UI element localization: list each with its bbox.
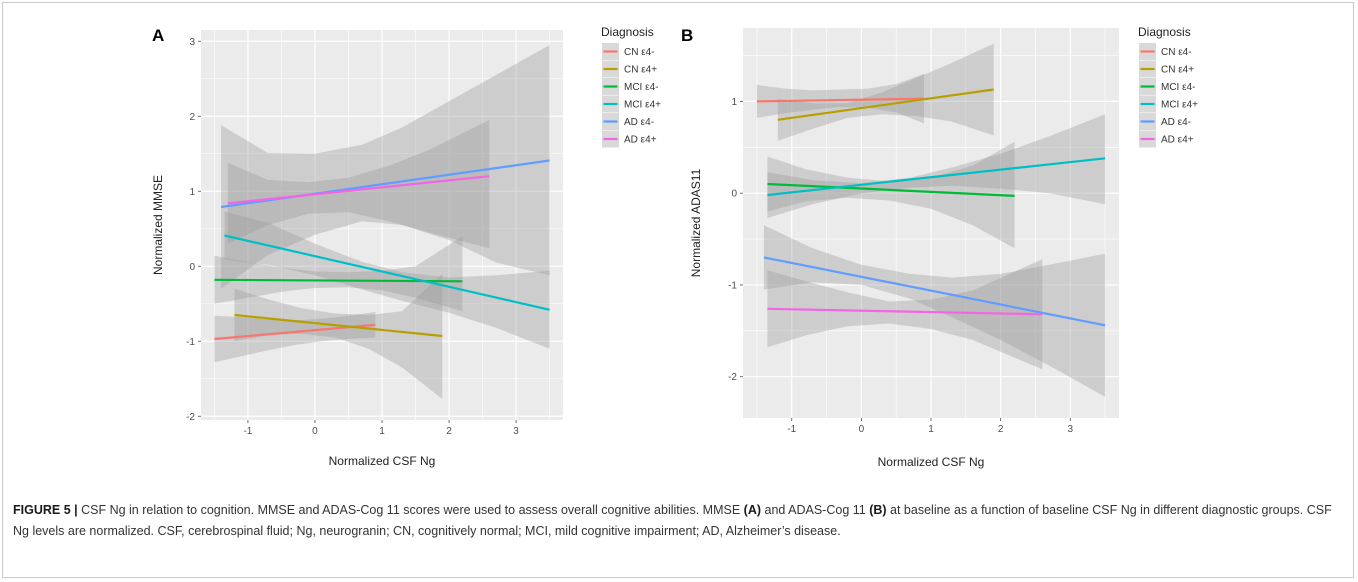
y-tick-label: -1 — [728, 280, 737, 291]
x-tick-label: 0 — [859, 424, 865, 435]
confidence-band — [763, 225, 1106, 397]
x-tick-label: 2 — [998, 424, 1004, 435]
confidence-band — [767, 114, 1106, 218]
y-tick-label: -2 — [728, 372, 737, 383]
legend-title: Diagnosis — [601, 25, 654, 39]
regression-line — [234, 313, 443, 338]
x-tick-label: 3 — [513, 426, 519, 437]
x-tick-label: 1 — [379, 426, 385, 437]
legend-label: AD ε4+ — [1161, 135, 1194, 146]
legend-label: AD ε4+ — [624, 135, 657, 146]
legend-label: CN ε4- — [624, 47, 655, 58]
legend-label: AD ε4- — [624, 117, 654, 128]
y-tick-label: 2 — [189, 112, 195, 123]
confidence-band — [767, 141, 1015, 249]
y-axis-title: Normalized ADAS11 — [689, 168, 703, 277]
x-axis-title: Normalized CSF Ng — [329, 454, 436, 468]
confidence-band — [214, 236, 463, 312]
panel-b: -1 0 1 2 3 -2 -1 0 1 B Normalized CSF Ng Normalized… — [681, 25, 1198, 469]
caption-text-2: and ADAS-Cog 11 — [761, 503, 870, 517]
panel-a-legend: Diagnosis CN ε4- CN ε4+ MCI ε4- MCI ε4+ AD ε4… — [601, 25, 661, 148]
legend-label: MCI ε4+ — [1161, 100, 1198, 111]
y-axis-title: Normalized MMSE — [151, 175, 165, 275]
panel-a: -1 0 1 2 3 -2 -1 0 1 2 3 A Normalized CSF Ng Normaliz… — [151, 25, 661, 468]
regression-line — [756, 97, 925, 103]
confidence-band — [767, 259, 1043, 370]
panel-a-plot-area — [214, 45, 550, 399]
legend-label: AD ε4- — [1161, 117, 1191, 128]
legend-label: MCI ε4- — [624, 82, 658, 93]
caption-text-3: at baseline as a function of baseline CS… — [13, 503, 1332, 538]
x-axis-title: Normalized CSF Ng — [878, 455, 985, 469]
figure-charts: -1 0 1 2 3 -2 -1 0 1 2 3 A Normalized CSF Ng Normaliz… — [151, 25, 1198, 469]
x-tick-label: -1 — [787, 424, 796, 435]
legend-label: MCI ε4- — [1161, 82, 1195, 93]
legend-label: CN ε4- — [1161, 47, 1192, 58]
y-tick-label: 0 — [189, 262, 195, 273]
regression-line — [767, 157, 1106, 197]
panel-label: B — [681, 26, 693, 45]
confidence-band — [221, 45, 550, 289]
confidence-band — [777, 43, 994, 141]
y-tick-label: -2 — [186, 412, 195, 423]
figure-caption-label: FIGURE 5 | — [13, 503, 78, 517]
y-tick-label: 1 — [189, 187, 195, 198]
panel-b-plot-area — [756, 43, 1106, 397]
confidence-band — [227, 120, 490, 249]
x-tick-label: 1 — [928, 424, 934, 435]
regression-line — [227, 175, 490, 205]
y-tick-label: 0 — [731, 189, 737, 200]
figure-caption: FIGURE 5 | CSF Ng in relation to cogniti… — [13, 500, 1345, 542]
legend-label: MCI ε4+ — [624, 100, 661, 111]
regression-line — [767, 307, 1043, 316]
legend-label: CN ε4+ — [1161, 65, 1194, 76]
y-tick-label: 3 — [189, 37, 195, 48]
y-tick-label: 1 — [731, 97, 737, 108]
confidence-band — [234, 273, 443, 399]
panel-label: A — [152, 26, 164, 45]
caption-ref-a: (A) — [743, 503, 762, 517]
x-tick-label: -1 — [243, 426, 252, 437]
regression-line — [767, 182, 1015, 197]
x-tick-label: 3 — [1067, 424, 1073, 435]
legend-title: Diagnosis — [1138, 25, 1191, 39]
caption-ref-b: (B) — [869, 503, 887, 517]
legend-label: CN ε4+ — [624, 65, 657, 76]
x-tick-label: 2 — [446, 426, 452, 437]
regression-line — [763, 256, 1106, 327]
confidence-band — [756, 73, 924, 124]
regression-line — [777, 88, 994, 121]
y-tick-label: -1 — [186, 337, 195, 348]
x-tick-label: 0 — [312, 426, 318, 437]
panel-b-legend: Diagnosis CN ε4- CN ε4+ MCI ε4- MCI ε4+ AD ε4… — [1138, 25, 1198, 148]
caption-text-1: CSF Ng in relation to cognition. MMSE an… — [77, 503, 744, 517]
regression-line — [224, 234, 550, 311]
